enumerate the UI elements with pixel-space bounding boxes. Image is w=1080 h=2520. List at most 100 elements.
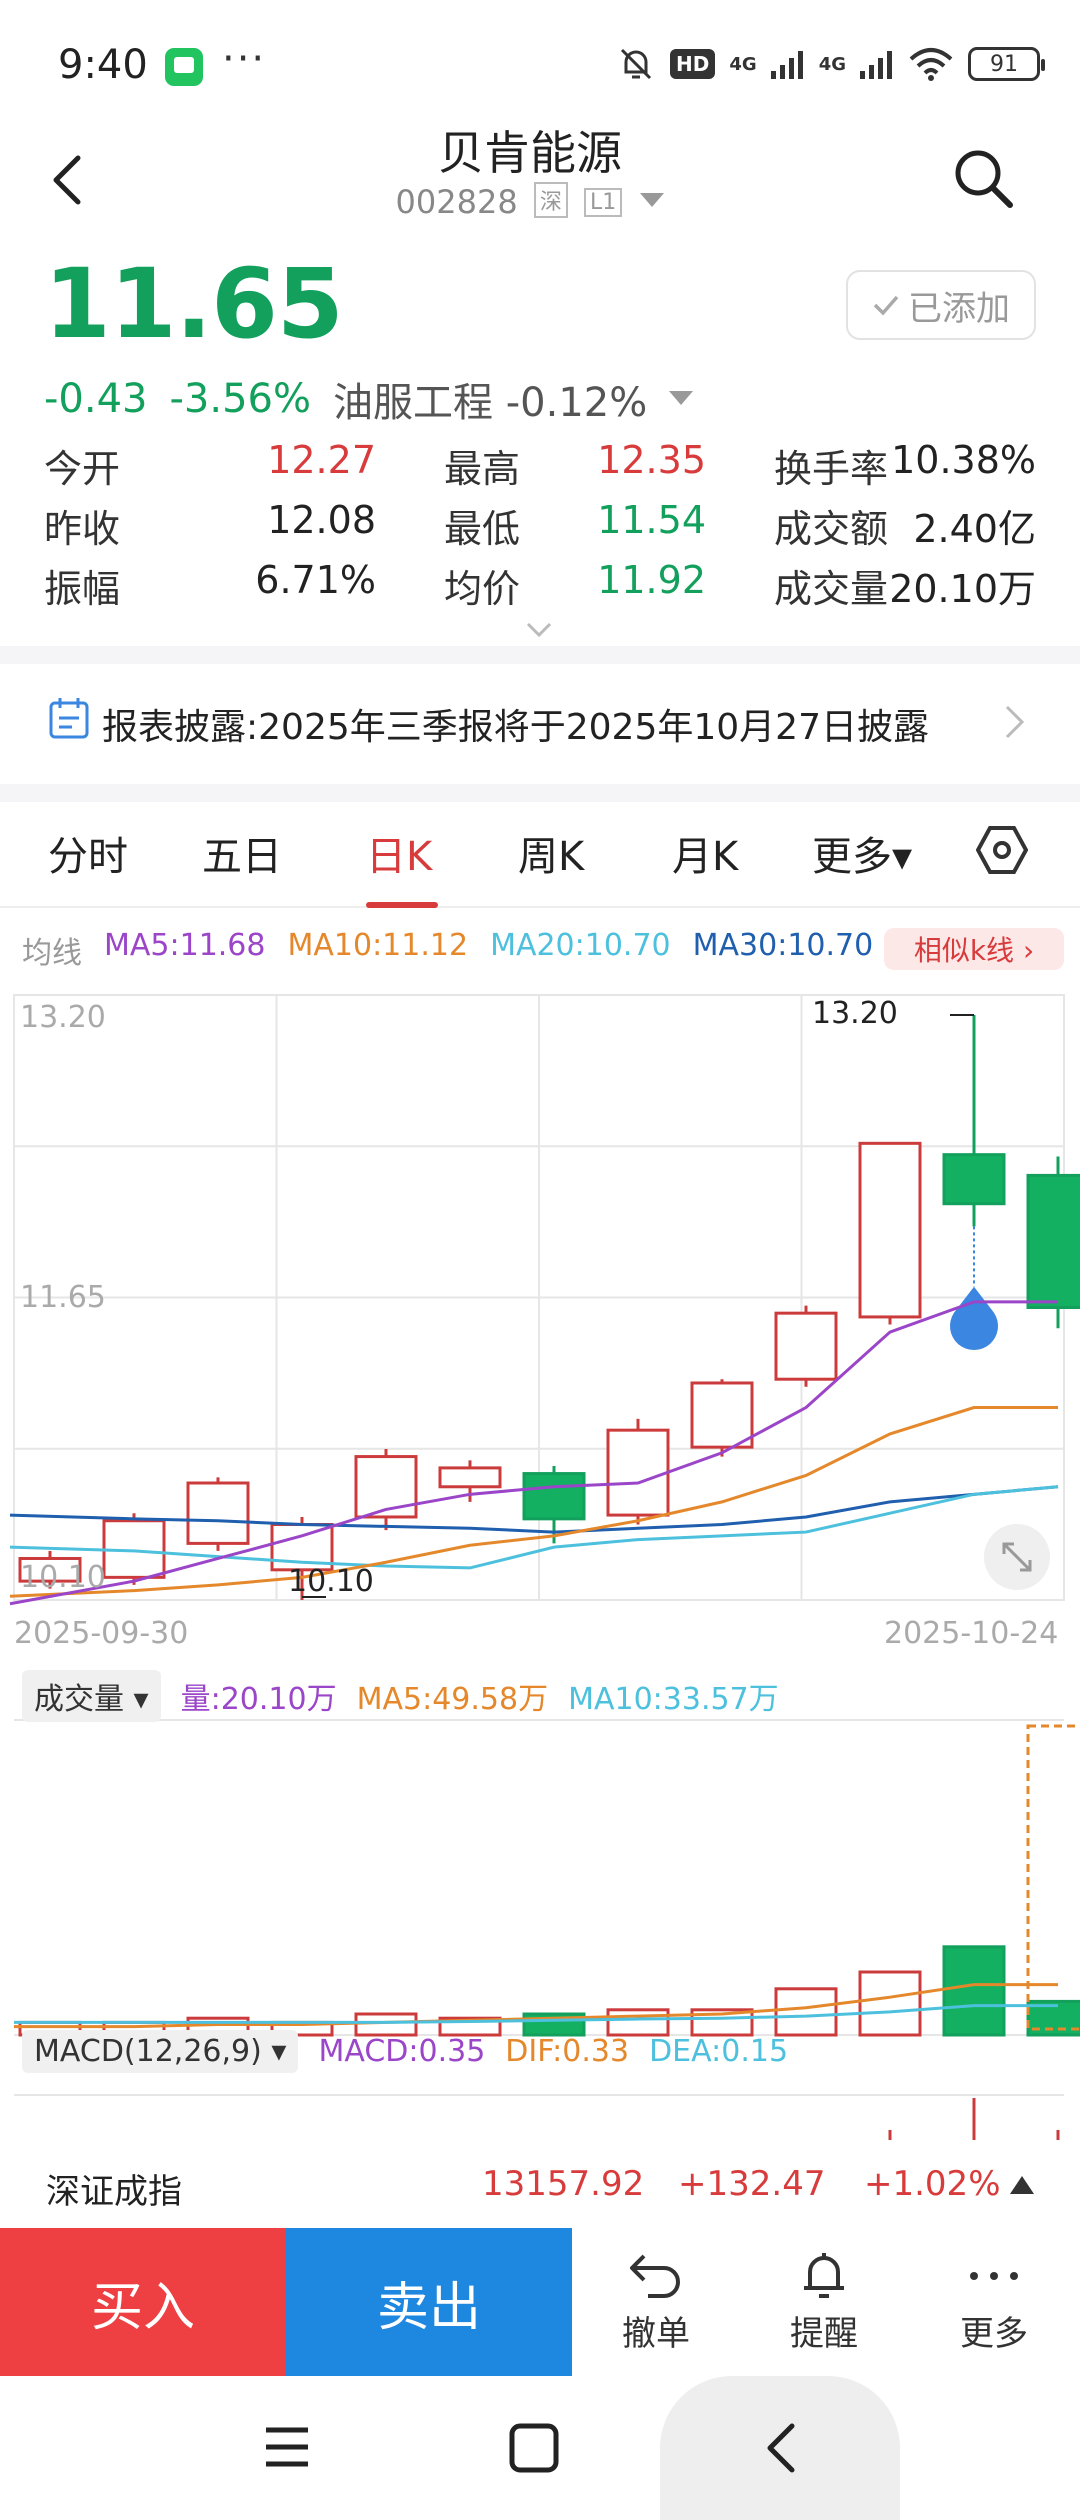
ma10-line (9, 1406, 1058, 1598)
more-notifications-icon: ··· (222, 36, 267, 82)
volume-estimate-bar (1026, 1724, 1080, 2031)
alert-label: 提醒 (790, 2314, 858, 2354)
report-notice[interactable]: 报表披露:2025年三季报将于2025年10月27日披露 (0, 664, 1080, 784)
candle-body (1026, 1173, 1080, 1309)
similar-kline-button[interactable]: 相似k线 › (884, 928, 1064, 970)
candle-body (942, 1153, 1006, 1206)
quote-value: 11.54 (597, 498, 706, 542)
volume-bar (858, 1970, 922, 2037)
candlestick-chart[interactable] (0, 980, 1080, 2140)
sector-change[interactable]: 油服工程 -0.12% (333, 380, 648, 426)
quote-label: 振幅 (44, 567, 121, 611)
signal-icon (770, 51, 803, 79)
ma5-value: MA5:11.68 (104, 928, 266, 963)
chart-settings-icon[interactable] (976, 824, 1028, 876)
ma20-line (9, 1485, 1059, 1570)
volume-ma5: MA5:49.58万 (356, 1682, 549, 1717)
y-label-mid: 11.65 (20, 1280, 106, 1315)
candle-body (774, 1311, 838, 1381)
network-4g-2: 4G (818, 53, 846, 75)
chart-period-tabs: 分时 五日 日K 周K 月K 更多▾ (0, 800, 1080, 908)
high-annotation: 13.20 (812, 996, 898, 1031)
hd-voice-badge: HD (670, 49, 716, 79)
volume-legend: 成交量 ▾ 量:20.10万 MA5:49.58万 MA10:33.57万 (22, 1670, 779, 1722)
chat-app-icon (165, 48, 203, 86)
tab-intraday[interactable]: 分时 (48, 834, 128, 880)
bell-icon (804, 2253, 844, 2298)
candle-body (186, 1481, 250, 1545)
nav-home-icon[interactable] (508, 2422, 560, 2474)
dif-value: DIF:0.33 (505, 2034, 630, 2069)
tab-weekly-k[interactable]: 周K (518, 834, 585, 880)
macd-label: MACD(12,26,9) (34, 2034, 262, 2069)
x-label-end: 2025-10-24 (884, 1616, 1059, 1651)
quote-value: 12.35 (597, 438, 706, 482)
quote-label: 换手率 (774, 447, 889, 491)
undo-icon (630, 2254, 680, 2298)
quote-value: 10.38% (891, 438, 1036, 482)
back-arrow-icon[interactable] (40, 150, 100, 210)
nav-back-highlight (660, 2376, 900, 2520)
watchlist-added-button[interactable]: 已添加 (846, 270, 1036, 340)
volume-bar (606, 2008, 670, 2037)
price-change: -0.43 (44, 376, 148, 422)
tab-more[interactable]: 更多▾ (812, 834, 913, 880)
cancel-order-button[interactable]: 撤单 (586, 2250, 726, 2370)
more-dots-icon (970, 2272, 1018, 2280)
quote-label: 今开 (44, 447, 121, 491)
y-label-high: 13.20 (20, 1000, 106, 1035)
search-icon[interactable] (950, 145, 1016, 211)
chevron-right-icon (1005, 705, 1025, 739)
quote-label: 均价 (444, 567, 521, 611)
stock-code-row[interactable]: 002828 深 L1 (0, 182, 1060, 221)
fullscreen-icon[interactable] (982, 1522, 1052, 1592)
tab-daily-k[interactable]: 日K (366, 834, 433, 880)
quote-label: 昨收 (44, 507, 121, 551)
expand-chevron-icon[interactable] (526, 622, 552, 638)
system-nav-bar (0, 2376, 1080, 2520)
volume-chart (14, 1719, 1080, 2037)
volume-ma10-line (14, 2004, 1058, 2024)
current-price: 11.65 (44, 248, 344, 360)
signal-icon-2 (860, 51, 892, 79)
network-4g-1: 4G (729, 53, 757, 75)
candle-body (690, 1381, 754, 1449)
index-ticker[interactable]: 深证成指 13157.92 +132.47 +1.02% (0, 2140, 1080, 2228)
sell-button[interactable]: 卖出 (286, 2228, 572, 2376)
buy-button[interactable]: 买入 (0, 2228, 286, 2376)
notice-text: 报表披露:2025年三季报将于2025年10月27日披露 (102, 707, 929, 748)
volume-value: 量:20.10万 (180, 1682, 337, 1717)
quote-value: 11.92 (597, 558, 706, 602)
ma20-value: MA20:10.70 (490, 928, 671, 963)
macd-indicator-dropdown[interactable]: MACD(12,26,9) ▾ (22, 2030, 299, 2073)
quote-value: 12.08 (267, 498, 376, 542)
candle-body (522, 1472, 586, 1521)
tab-monthly-k[interactable]: 月K (672, 834, 739, 880)
index-name: 深证成指 (46, 2172, 182, 2212)
tab-five-day[interactable]: 五日 (202, 834, 282, 880)
alert-button[interactable]: 提醒 (754, 2250, 894, 2370)
status-time: 9:40 (58, 42, 148, 88)
quote-value: 20.10万 (889, 567, 1036, 611)
volume-bar (942, 1945, 1006, 2037)
y-label-low: 10.10 (20, 1560, 106, 1595)
expand-up-icon[interactable] (1010, 2176, 1034, 2194)
more-label: 更多 (960, 2314, 1028, 2354)
volume-ma10: MA10:33.57万 (568, 1682, 779, 1717)
index-change-pct: +1.02% (864, 2164, 1001, 2204)
nav-menu-icon[interactable] (262, 2424, 312, 2470)
quote-label: 最高 (444, 447, 521, 491)
volume-indicator-dropdown[interactable]: 成交量 ▾ (22, 1670, 161, 1722)
battery-icon: 91 (968, 47, 1045, 81)
added-label: 已添加 (908, 288, 1010, 329)
sector-dropdown-icon[interactable] (669, 391, 694, 407)
candle-body (438, 1466, 502, 1489)
dropdown-triangle-icon[interactable] (640, 193, 665, 209)
quote-value: 12.27 (267, 438, 376, 482)
more-actions-button[interactable]: 更多 (924, 2250, 1064, 2370)
cancel-order-label: 撤单 (622, 2314, 690, 2354)
candle-body (18, 1556, 82, 1583)
status-indicators: HD 4G 4G 91 (616, 40, 1045, 88)
calendar-icon (49, 698, 89, 739)
nav-back-icon[interactable] (762, 2422, 798, 2474)
